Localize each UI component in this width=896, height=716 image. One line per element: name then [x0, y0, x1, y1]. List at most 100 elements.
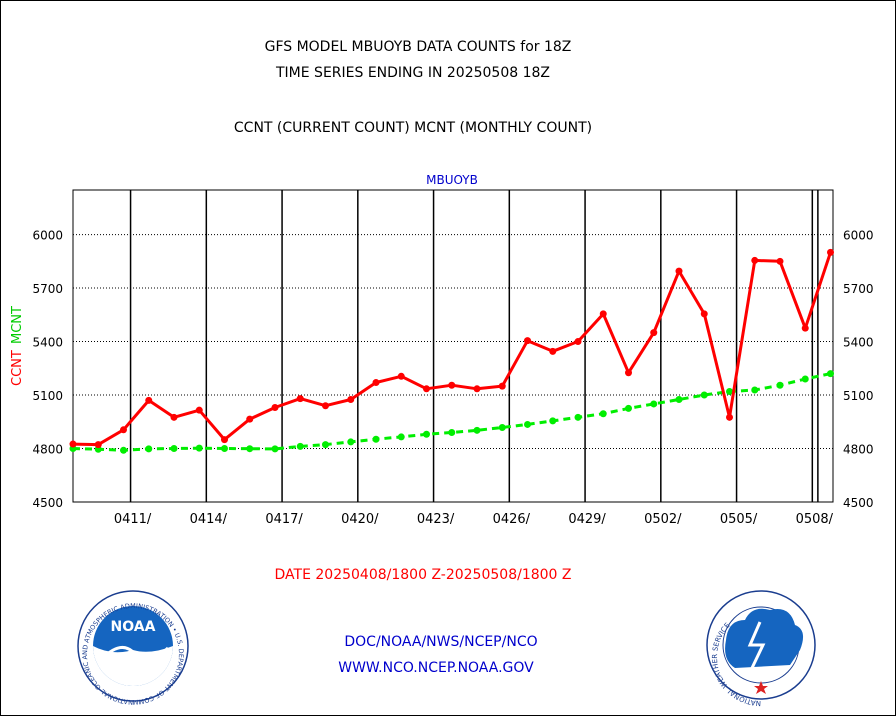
data-point-mcnt	[145, 445, 153, 453]
data-point-ccnt	[599, 310, 607, 318]
data-point-ccnt	[322, 402, 329, 410]
data-point-ccnt	[801, 324, 809, 332]
nws-logo: NATIONAL WEATHER SERVICE	[706, 590, 816, 707]
figure-title-line1: GFS MODEL MBUOYB DATA COUNTS for 18Z	[265, 39, 572, 55]
figure-title-line2: TIME SERIES ENDING IN 20250508 18Z	[275, 65, 550, 81]
y-axis-label-mcnt: MCNT	[10, 306, 25, 344]
y-tick-label-left: 5700	[32, 282, 63, 296]
data-point-mcnt	[498, 423, 506, 431]
data-point-ccnt	[675, 267, 683, 275]
data-point-mcnt	[650, 400, 658, 408]
data-point-ccnt	[296, 395, 304, 403]
data-point-mcnt	[195, 444, 203, 452]
data-point-ccnt	[69, 440, 77, 448]
y-axis-left: 4500 4800 5100 5400 5700 6000	[32, 229, 63, 510]
data-point-mcnt	[524, 420, 531, 428]
data-point-ccnt	[650, 329, 658, 337]
data-point-ccnt	[498, 382, 506, 390]
series-ccnt	[69, 248, 834, 449]
data-point-mcnt	[170, 445, 178, 453]
series-mcnt	[69, 370, 834, 454]
vertical-gridlines	[129, 190, 819, 502]
data-point-mcnt	[827, 370, 834, 378]
plot-title: MBUOYB	[426, 173, 478, 187]
data-point-ccnt	[145, 396, 153, 404]
data-point-ccnt	[94, 441, 102, 449]
y-tick-label-right: 5700	[843, 282, 874, 296]
data-point-mcnt	[120, 446, 127, 454]
plot-frame	[72, 189, 834, 503]
x-axis: 0411/0414/0417/0420/0423/0426/0429/0502/…	[114, 512, 834, 527]
data-point-ccnt	[625, 369, 632, 377]
footer-line2: WWW.NCO.NCEP.NOAA.GOV	[338, 660, 534, 676]
data-point-ccnt	[221, 436, 228, 444]
x-tick-label: 0414/	[190, 512, 228, 527]
x-tick-label: 0505/	[720, 512, 758, 527]
data-point-mcnt	[801, 375, 809, 383]
data-point-mcnt	[473, 426, 481, 434]
data-point-ccnt	[827, 248, 834, 256]
data-point-ccnt	[574, 338, 582, 346]
data-point-ccnt	[776, 257, 784, 265]
data-point-ccnt	[120, 426, 127, 434]
data-point-mcnt	[700, 391, 708, 399]
data-point-mcnt	[448, 428, 456, 436]
x-tick-label: 0417/	[265, 512, 303, 527]
y-tick-label-left: 4800	[32, 443, 63, 457]
data-point-ccnt	[448, 381, 456, 389]
data-point-ccnt	[372, 379, 380, 387]
data-point-mcnt	[675, 395, 683, 403]
y-tick-label-right: 6000	[843, 229, 874, 243]
data-point-ccnt	[246, 415, 254, 423]
data-point-ccnt	[700, 310, 708, 318]
data-point-ccnt	[271, 404, 279, 412]
data-point-mcnt	[751, 386, 759, 394]
data-point-mcnt	[347, 438, 355, 446]
x-tick-label: 0429/	[568, 512, 606, 527]
data-point-ccnt	[751, 256, 759, 264]
data-point-ccnt	[524, 337, 531, 345]
data-point-mcnt	[296, 442, 304, 450]
data-point-mcnt	[271, 445, 279, 453]
x-tick-label: 0426/	[493, 512, 531, 527]
data-point-mcnt	[372, 435, 380, 443]
noaa-logo-text: NOAA	[111, 619, 156, 635]
data-point-ccnt	[473, 385, 481, 393]
y-tick-label-right: 5100	[843, 389, 874, 403]
x-tick-label: 0423/	[417, 512, 455, 527]
data-point-mcnt	[625, 404, 632, 412]
y-axis-right: 4500 4800 5100 5400 5700 6000	[843, 229, 874, 510]
figure-subtitle: CCNT (CURRENT COUNT) MCNT (MONTHLY COUNT…	[234, 120, 592, 136]
y-tick-label-left: 5400	[32, 336, 63, 350]
x-tick-label: 0411/	[114, 512, 152, 527]
y-tick-label-right: 4800	[843, 443, 874, 457]
data-point-ccnt	[397, 372, 405, 380]
data-point-mcnt	[397, 433, 405, 441]
data-point-mcnt	[322, 441, 329, 449]
data-point-ccnt	[347, 395, 355, 403]
footer-line1: DOC/NOAA/NWS/NCEP/NCO	[344, 634, 537, 650]
x-tick-label: 0508/	[796, 512, 834, 527]
plot-area: 4500 4800 5100 5400 5700 6000 4500 4800 5100 540…	[32, 189, 874, 527]
data-point-mcnt	[221, 445, 228, 453]
y-tick-label-right: 5400	[843, 336, 874, 350]
x-tick-label: 0420/	[341, 512, 379, 527]
date-range-label: DATE 20250408/1800 Z-20250508/1800 Z	[275, 567, 572, 583]
x-tick-label: 0502/	[644, 512, 682, 527]
data-point-ccnt	[423, 385, 430, 393]
data-point-mcnt	[574, 413, 582, 421]
y-axis-label-ccnt: CCNT	[10, 350, 25, 386]
data-point-mcnt	[549, 417, 557, 425]
data-point-mcnt	[246, 445, 254, 453]
y-tick-label-left: 4500	[32, 496, 63, 510]
data-point-mcnt	[599, 410, 607, 418]
data-point-mcnt	[726, 387, 733, 395]
data-point-mcnt	[423, 430, 430, 438]
y-tick-label-left: 6000	[32, 229, 63, 243]
y-tick-label-left: 5100	[32, 389, 63, 403]
data-point-ccnt	[726, 413, 733, 421]
data-point-ccnt	[195, 406, 203, 414]
data-point-ccnt	[170, 413, 178, 421]
data-point-mcnt	[776, 381, 784, 389]
